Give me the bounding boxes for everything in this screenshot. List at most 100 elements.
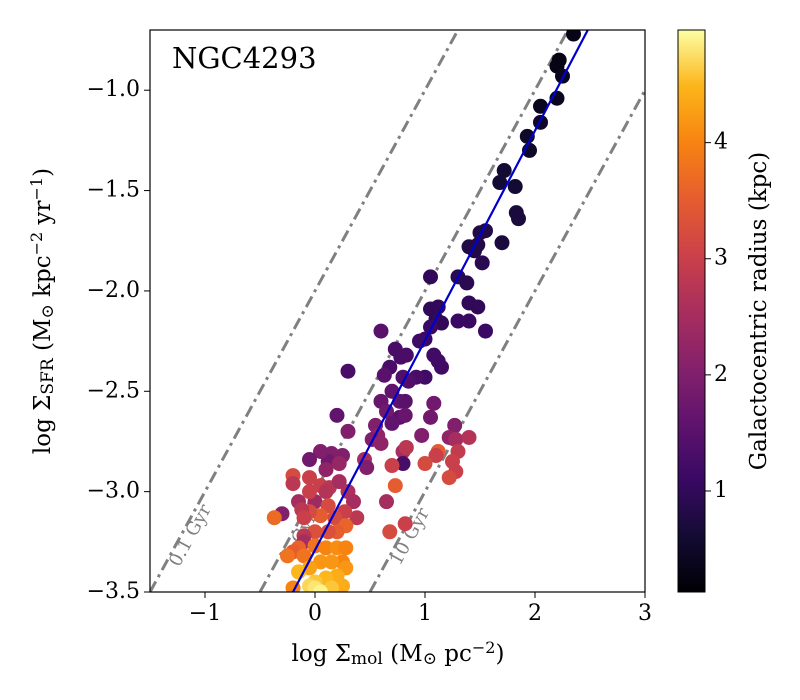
data-point (313, 584, 328, 592)
data-point (511, 211, 526, 227)
label-part: ) (30, 168, 56, 177)
label-part: (M (383, 641, 423, 667)
data-point (434, 359, 449, 375)
data-point (296, 510, 312, 526)
data-point (478, 323, 493, 339)
depletion-line (368, 89, 645, 592)
data-point (340, 363, 356, 379)
label-part: yr (30, 200, 56, 231)
data-point (373, 323, 389, 339)
data-point (492, 175, 508, 191)
data-point (397, 393, 413, 409)
data-point (296, 548, 312, 564)
data-point (398, 439, 414, 455)
data-point (417, 456, 433, 472)
data-point (266, 510, 282, 526)
label-part: mol (351, 649, 383, 669)
colorbar-label: Galactocentric radius (kpc) (746, 152, 772, 470)
y-tick-label: −2.0 (87, 278, 140, 303)
data-point (331, 456, 347, 472)
depletion-line (150, 30, 460, 592)
data-point (313, 554, 328, 570)
data-point (566, 30, 581, 42)
data-point (450, 313, 466, 329)
label-part: log Σ (292, 641, 352, 667)
data-point (280, 548, 295, 564)
data-point (285, 476, 301, 492)
data-point (494, 235, 510, 251)
data-point (423, 409, 438, 425)
data-point (474, 255, 490, 271)
fit-line (292, 30, 589, 592)
label-part: ⊙ (38, 304, 58, 318)
plot-frame (149, 29, 646, 593)
data-point (302, 470, 317, 486)
label-part: ⊙ (423, 649, 437, 669)
data-point (329, 407, 345, 423)
label-part: (M (30, 319, 56, 359)
data-point (338, 540, 354, 556)
y-tick-label: −1.5 (87, 178, 140, 203)
data-point (379, 494, 394, 510)
label-part: −1 (27, 177, 46, 201)
x-axis-label: log Σmol (M⊙ pc−2) (292, 638, 505, 669)
data-point (428, 448, 444, 464)
chart-title: NGC4293 (172, 41, 317, 75)
colorbar (677, 29, 706, 593)
data-point (533, 98, 548, 114)
label-part: SFR (38, 357, 58, 394)
data-point (302, 452, 317, 468)
data-point (331, 474, 347, 490)
data-point (448, 431, 464, 447)
data-point (398, 347, 414, 363)
colorbar-tick-label: 1 (714, 478, 728, 503)
data-point (397, 407, 413, 423)
data-point (387, 478, 403, 494)
data-point (423, 269, 438, 285)
label-part: ) (495, 641, 504, 667)
data-point (349, 510, 365, 526)
label-part: kpc (30, 255, 56, 304)
x-tick-label: 3 (638, 601, 652, 626)
y-tick-label: −2.5 (87, 378, 140, 403)
data-point (318, 540, 334, 556)
label-part: pc (437, 641, 472, 667)
data-point (346, 494, 361, 510)
data-point (470, 299, 486, 315)
y-tick-label: −3.0 (87, 479, 140, 504)
x-tick-label: 0 (308, 601, 322, 626)
x-tick-label: 1 (418, 601, 432, 626)
label-part: −2 (27, 232, 46, 256)
data-point (313, 444, 328, 459)
data-point (496, 163, 512, 178)
data-point (447, 417, 463, 433)
data-point (318, 484, 334, 500)
data-point (426, 395, 442, 411)
y-tick-label: −3.5 (87, 579, 140, 604)
label-part: −2 (472, 638, 496, 657)
colorbar-tick-label: 4 (714, 130, 728, 155)
data-point (414, 427, 430, 443)
data-point (382, 524, 398, 540)
data-point (384, 415, 400, 431)
data-point (384, 458, 400, 474)
data-point (376, 367, 392, 383)
data-point (302, 484, 317, 500)
data-point (320, 524, 336, 540)
y-tick-label: −1.0 (87, 77, 140, 102)
depletion-label: 0.1 Gyr (165, 501, 216, 571)
label-part: log Σ (30, 395, 56, 455)
data-point (373, 435, 389, 451)
data-point (318, 462, 334, 478)
data-point (507, 179, 523, 195)
data-point (441, 470, 457, 486)
data-point (324, 554, 339, 570)
data-point (461, 313, 477, 329)
y-axis-label: log ΣSFR (M⊙ kpc−2 yr−1) (27, 168, 58, 454)
x-tick-label: 2 (528, 601, 542, 626)
colorbar-tick-label: 2 (714, 362, 728, 387)
data-point (324, 580, 339, 592)
colorbar-tick-label: 3 (714, 246, 728, 271)
